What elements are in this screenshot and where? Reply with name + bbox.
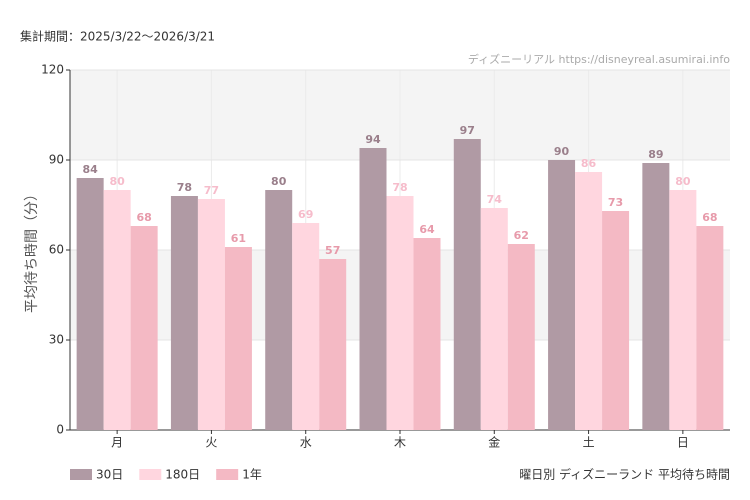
bar (696, 226, 724, 430)
data-label: 74 (487, 193, 503, 206)
bar (130, 226, 158, 430)
bar (642, 163, 670, 430)
y-tick-label: 30 (49, 333, 64, 347)
data-label: 77 (204, 184, 219, 197)
bar (319, 259, 347, 430)
bar (548, 160, 576, 430)
bar (170, 196, 198, 430)
x-tick-label: 月 (111, 436, 123, 450)
data-label: 84 (82, 163, 98, 176)
data-label: 68 (702, 211, 717, 224)
x-tick-label: 日 (677, 436, 689, 450)
bar (669, 190, 697, 430)
data-label: 68 (136, 211, 151, 224)
y-axis-label: 平均待ち時間（分） (24, 187, 40, 313)
x-tick-label: 木 (394, 436, 406, 450)
bar (76, 178, 104, 430)
legend-label: 30日 (96, 468, 123, 482)
period: 集計期間：2025/3/22〜2026/3/21 (20, 29, 215, 44)
data-label: 69 (298, 208, 313, 221)
x-tick-label: 金 (488, 435, 500, 450)
data-label: 78 (392, 181, 407, 194)
y-tick-label: 120 (41, 63, 64, 77)
data-label: 61 (231, 232, 246, 245)
bar (224, 247, 252, 430)
data-label: 62 (514, 229, 529, 242)
x-tick-label: 土 (583, 436, 595, 450)
legend-label: 1年 (242, 468, 262, 482)
y-tick-label: 60 (49, 243, 64, 257)
data-label: 89 (648, 148, 663, 161)
bar (507, 244, 535, 430)
data-label: 80 (109, 175, 125, 188)
bar (602, 211, 630, 430)
data-label: 94 (365, 133, 381, 146)
data-label: 86 (581, 157, 597, 170)
data-label: 73 (608, 196, 623, 209)
y-tick-label: 0 (56, 423, 64, 437)
data-label: 80 (675, 175, 691, 188)
bar (453, 139, 481, 430)
caption: 曜日別 ディズニーランド 平均待ち時間 (519, 467, 730, 482)
x-tick-label: 水 (300, 436, 312, 450)
legend-swatch (70, 469, 92, 480)
bar (292, 223, 320, 430)
bar (265, 190, 293, 430)
legend-swatch (139, 469, 162, 480)
legend-label: 180日 (165, 468, 200, 482)
bar (386, 196, 414, 430)
data-label: 97 (460, 124, 475, 137)
data-label: 78 (177, 181, 192, 194)
bar (197, 199, 225, 430)
legend-swatch (216, 469, 239, 480)
data-label: 90 (554, 145, 570, 158)
y-tick-label: 90 (49, 153, 64, 167)
data-label: 57 (325, 244, 340, 257)
data-label: 80 (271, 175, 287, 188)
bar (480, 208, 508, 430)
bar (575, 172, 603, 430)
x-tick-label: 火 (205, 436, 217, 450)
bar (413, 238, 441, 430)
watermark: ディズニーリアル https://disneyreal.asumirai.inf… (468, 52, 730, 66)
data-label: 64 (419, 223, 435, 236)
bar (359, 148, 387, 430)
bar (103, 190, 131, 430)
